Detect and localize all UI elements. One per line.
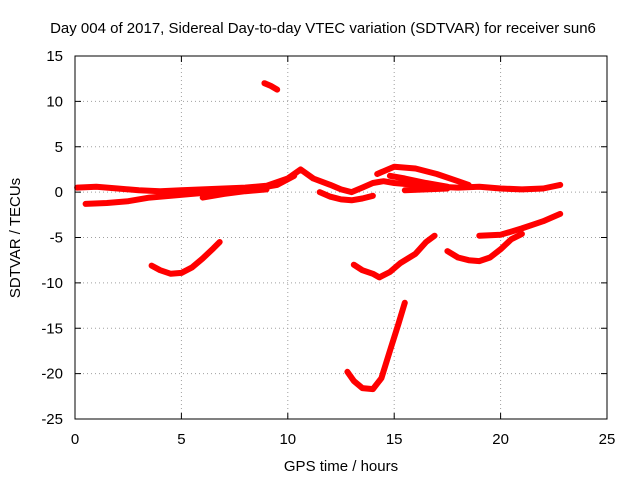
series-layer [74, 80, 564, 393]
grid [75, 56, 607, 419]
y-tick-label: 10 [46, 93, 63, 110]
x-axis-label: GPS time / hours [284, 458, 398, 475]
y-tick-label: 0 [55, 184, 63, 201]
y-tick-label: -10 [41, 275, 63, 292]
x-tick-label: 5 [177, 431, 185, 448]
y-tick-label: -15 [41, 320, 63, 337]
x-tick-label: 25 [599, 431, 616, 448]
data-arc-arc-10 [350, 232, 438, 281]
x-tick-label: 15 [386, 431, 403, 448]
y-tick-label: -25 [41, 411, 63, 428]
data-arc-arc-9 [148, 239, 223, 277]
x-tick-label: 20 [492, 431, 509, 448]
data-arc-arc-11 [444, 230, 525, 265]
x-tick-label: 10 [279, 431, 296, 448]
ticks: 0 5 10 15 20 25 -25 -20 -15 -10 -5 0 5 10 15 [41, 48, 615, 448]
data-arc-arc-12 [476, 210, 564, 239]
y-tick-label: -20 [41, 366, 63, 383]
data-arc-arc-3 [199, 186, 270, 201]
y-tick-label: 15 [46, 48, 63, 65]
y-tick-label: -5 [50, 230, 63, 247]
data-arc-arc-4 [316, 189, 376, 204]
data-arc-arc-7 [401, 185, 451, 194]
x-tick-label: 0 [71, 431, 79, 448]
data-arc-arc-6 [386, 172, 451, 190]
chart-title: Day 004 of 2017, Sidereal Day-to-day VTE… [50, 20, 596, 37]
data-arc-arc-1 [74, 166, 564, 196]
data-arc-arc-8 [261, 80, 281, 93]
y-tick-label: 5 [55, 139, 63, 156]
data-arc-arc-5 [374, 163, 472, 188]
data-arc-arc-13 [344, 299, 408, 393]
y-axis-label: SDTVAR / TECUs [7, 178, 24, 298]
